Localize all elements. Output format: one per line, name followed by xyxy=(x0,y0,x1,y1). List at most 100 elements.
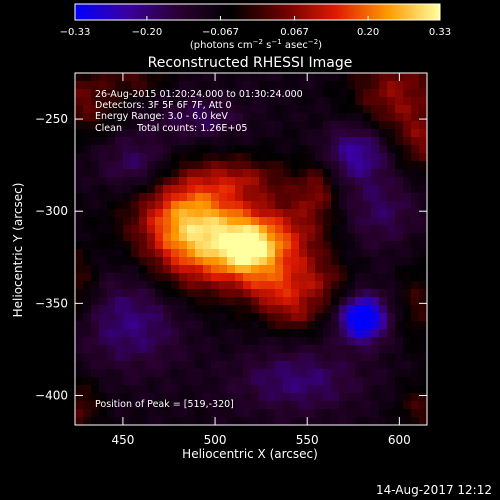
heatmap-cell xyxy=(131,145,140,154)
heatmap-cell xyxy=(275,153,284,162)
heatmap-cell xyxy=(91,281,100,290)
heatmap-cell xyxy=(379,361,388,370)
heatmap-cell xyxy=(347,161,356,170)
heatmap-cell xyxy=(155,273,164,282)
heatmap-cell xyxy=(195,193,204,202)
heatmap-cell xyxy=(379,353,388,362)
heatmap-cell xyxy=(379,417,388,425)
heatmap-cell xyxy=(371,297,380,306)
heatmap-cell xyxy=(299,337,308,346)
heatmap-cell xyxy=(347,177,356,186)
heatmap-cell xyxy=(331,233,340,242)
heatmap-cell xyxy=(211,177,220,186)
heatmap-cell xyxy=(379,97,388,106)
heatmap-cell xyxy=(267,409,276,418)
heatmap-cell xyxy=(227,289,236,298)
colorbar-tick-label: −0.33 xyxy=(60,27,91,38)
heatmap-cell xyxy=(331,313,340,322)
heatmap-cell xyxy=(123,393,132,402)
heatmap-cell xyxy=(259,137,268,146)
heatmap-cell xyxy=(99,193,108,202)
heatmap-cell xyxy=(307,377,316,386)
heatmap-cell xyxy=(315,345,324,354)
heatmap-cell xyxy=(203,209,212,218)
heatmap-cell xyxy=(123,385,132,394)
heatmap-cell xyxy=(99,97,108,106)
heatmap-cell xyxy=(403,225,412,234)
heatmap-cell xyxy=(107,97,116,106)
heatmap-cell xyxy=(203,97,212,106)
heatmap-cell xyxy=(363,361,372,370)
heatmap-cell xyxy=(379,81,388,90)
heatmap-cell xyxy=(411,273,420,282)
heatmap-cell xyxy=(83,281,92,290)
heatmap-cell xyxy=(267,249,276,258)
heatmap-cell xyxy=(387,409,396,418)
heatmap-cell xyxy=(123,209,132,218)
heatmap-cell xyxy=(395,89,404,98)
heatmap-cell xyxy=(291,145,300,154)
heatmap-cell xyxy=(83,297,92,306)
heatmap-cell xyxy=(267,361,276,370)
heatmap-cell xyxy=(219,193,228,202)
heatmap-cell xyxy=(363,193,372,202)
heatmap-cell xyxy=(195,121,204,130)
heatmap-cell xyxy=(395,337,404,346)
heatmap-cell xyxy=(235,249,244,258)
heatmap-cell xyxy=(419,385,427,394)
heatmap-cell xyxy=(243,137,252,146)
heatmap-cell xyxy=(227,185,236,194)
heatmap-cell xyxy=(107,417,116,425)
heatmap-cell xyxy=(115,105,124,114)
heatmap-cell xyxy=(91,377,100,386)
heatmap-cell xyxy=(211,201,220,210)
heatmap-cell xyxy=(227,401,236,410)
heatmap-cell xyxy=(107,129,116,138)
heatmap-cell xyxy=(155,105,164,114)
heatmap-cell xyxy=(291,233,300,242)
heatmap-cell xyxy=(171,305,180,314)
heatmap-cell xyxy=(131,417,140,425)
heatmap-cell xyxy=(379,105,388,114)
heatmap-cell xyxy=(227,273,236,282)
heatmap-cell xyxy=(395,105,404,114)
heatmap-cell xyxy=(219,105,228,114)
heatmap-cell xyxy=(115,401,124,410)
heatmap-cell xyxy=(99,289,108,298)
heatmap-cell xyxy=(99,121,108,130)
heatmap-cell xyxy=(235,233,244,242)
heatmap-cell xyxy=(291,81,300,90)
heatmap-cell xyxy=(371,305,380,314)
heatmap-cell xyxy=(75,305,84,314)
heatmap-cell xyxy=(331,369,340,378)
heatmap-cell xyxy=(371,121,380,130)
heatmap-cell xyxy=(363,153,372,162)
heatmap-cell xyxy=(291,249,300,258)
heatmap-cell xyxy=(299,409,308,418)
heatmap-cell xyxy=(419,321,427,330)
heatmap-cell xyxy=(395,241,404,250)
heatmap-cell xyxy=(187,265,196,274)
heatmap-cell xyxy=(395,385,404,394)
heatmap-cell xyxy=(371,353,380,362)
heatmap-cell xyxy=(195,185,204,194)
heatmap-cell xyxy=(355,177,364,186)
heatmap-cell xyxy=(211,337,220,346)
heatmap-cell xyxy=(179,393,188,402)
heatmap-cell xyxy=(235,257,244,266)
heatmap-cell xyxy=(323,81,332,90)
heatmap-cell xyxy=(155,225,164,234)
heatmap-cell xyxy=(315,113,324,122)
heatmap-cell xyxy=(291,169,300,178)
heatmap-cell xyxy=(323,169,332,178)
heatmap-cell xyxy=(371,89,380,98)
heatmap-cell xyxy=(123,225,132,234)
heatmap-cell xyxy=(91,105,100,114)
heatmap-cell xyxy=(411,377,420,386)
heatmap-cell xyxy=(155,201,164,210)
heatmap-cell xyxy=(307,361,316,370)
x-axis-label: Heliocentric X (arcsec) xyxy=(182,447,318,461)
heatmap-cell xyxy=(403,193,412,202)
heatmap-cell xyxy=(251,345,260,354)
heatmap-cell xyxy=(187,369,196,378)
